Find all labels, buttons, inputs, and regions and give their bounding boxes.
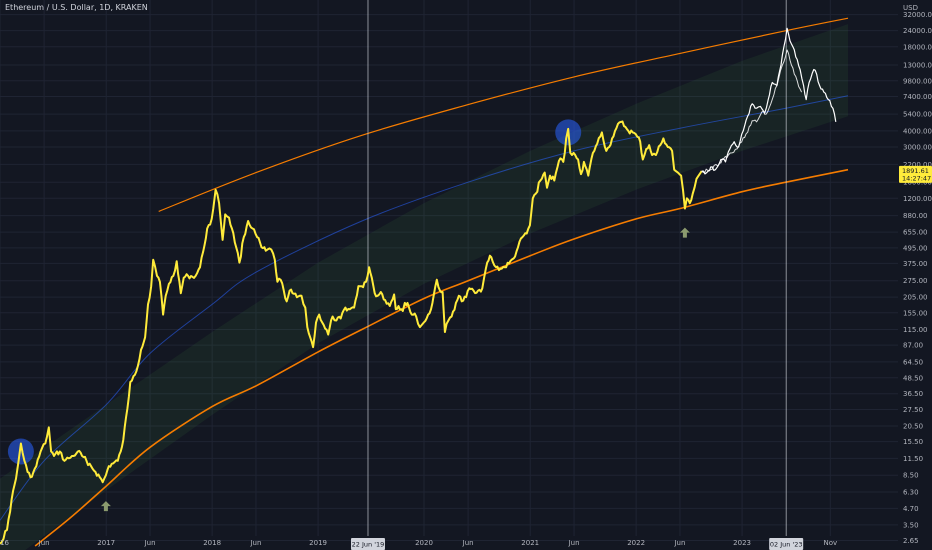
y-tick-label: 155.00 [903,309,928,317]
y-tick-label: 6.30 [903,489,919,497]
y-tick-label: 880.00 [903,212,928,220]
y-tick-label: 18000.00 [903,43,932,51]
x-tick-label: Jun [38,539,50,547]
y-tick-label: 4.70 [903,505,919,513]
x-tick-label: 2016 [0,539,9,547]
currency-label: USD [903,4,918,12]
y-tick-label: 27.50 [903,406,923,414]
y-tick-label: 36.50 [903,390,923,398]
up-arrow-icon [100,501,111,512]
x-tick-label: 2018 [203,539,221,547]
middle-curve [0,95,849,521]
upper-band [158,17,849,212]
projection-shadow-line [701,49,803,174]
x-tick-label: Jun [568,539,580,547]
date-marker-label: 02 Jun '23 [770,541,803,549]
time-axis[interactable]: 2016 Jun 2017 Jun 2018 Jun 2019 2020 Jun 2021 Jun 2… [0,539,837,547]
y-tick-label: 11.50 [903,455,923,463]
channel-fill [0,24,848,550]
x-tick-label: 2020 [415,539,433,547]
y-tick-label: 5400.00 [903,111,932,119]
x-tick-label: 2022 [627,539,645,547]
y-tick-label: 15.50 [903,438,923,446]
highlight-circle [7,438,34,465]
x-tick-label: Jun [673,539,685,547]
up-arrow-shape [100,501,111,512]
x-tick-label: Jun [249,539,261,547]
x-tick-label: 2021 [521,539,539,547]
price-marker-box [899,165,932,183]
up-arrow-icon [679,227,690,238]
y-tick-label: 9800.00 [903,77,932,85]
y-tick-label: 7400.00 [903,93,932,101]
y-tick-label: 32000.00 [903,11,932,19]
price-marker-value: 1891.61 [902,167,929,175]
y-tick-label: 8.50 [903,472,919,480]
y-tick-label: 24000.00 [903,27,932,35]
y-tick-label: 20.50 [903,422,923,430]
price-axis[interactable]: 32000.00 24000.00 18000.00 13000.00 9800.00 7… [903,11,932,545]
lower-band [34,168,849,547]
up-arrow-shape [679,227,690,238]
x-tick-label: 2017 [97,539,115,547]
y-tick-label: 495.00 [903,244,928,252]
y-tick-label: 205.00 [903,294,928,302]
y-tick-label: 48.50 [903,374,923,382]
y-tick-label: 87.00 [903,342,923,350]
chart-title: Ethereum / U.S. Dollar, 1D, KRAKEN [5,3,148,12]
y-tick-label: 275.00 [903,277,928,285]
y-tick-label: 2.65 [903,537,919,545]
y-tick-label: 3.50 [903,521,919,529]
y-tick-label: 655.00 [903,229,928,237]
x-tick-label: 2019 [309,539,327,547]
projection-line [701,27,837,175]
y-tick-label: 1200.00 [903,195,932,203]
x-tick-label: Jun [462,539,474,547]
date-marker-label: 22 Jun '19 [352,541,385,549]
y-tick-label: 4000.00 [903,127,932,135]
price-series [0,27,837,545]
up-arrows [100,227,690,512]
x-tick-label: 2023 [733,539,751,547]
date-marker-box [350,538,385,550]
y-tick-label: 375.00 [903,260,928,268]
date-marker-box [769,538,804,550]
y-tick-label: 2200.00 [903,161,932,169]
channel-area [0,24,848,550]
y-tick-label: 115.00 [903,326,928,334]
price-marker-countdown: 14:27:47 [902,174,931,182]
y-tick-label: 64.50 [903,358,923,366]
y-tick-label: 3000.00 [903,144,932,152]
band-curves [0,17,849,547]
x-tick-label: Jun [144,539,156,547]
price-line [0,120,703,545]
y-tick-label: 13000.00 [903,61,932,69]
x-tick-label: Nov [823,539,837,547]
